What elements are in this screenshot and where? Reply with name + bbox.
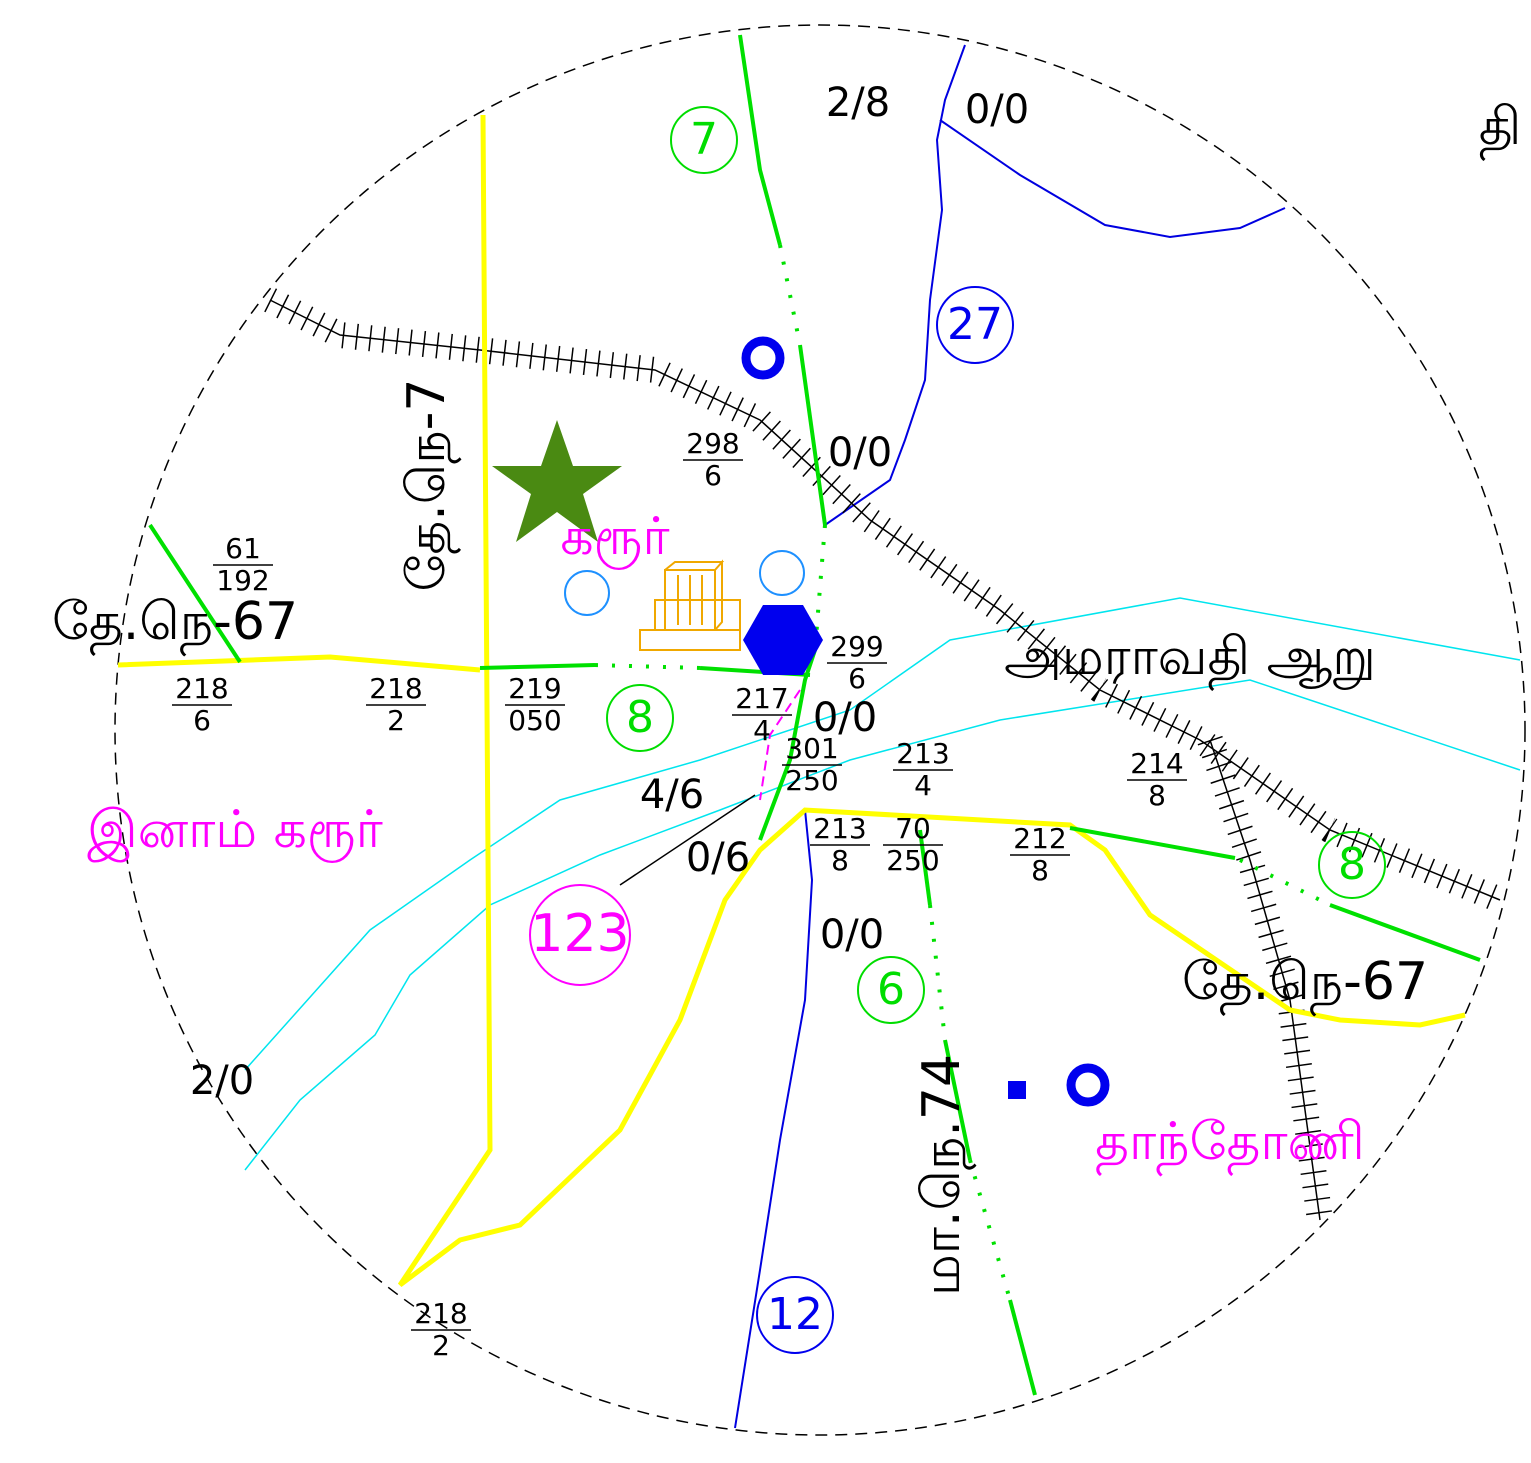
- route-number: 8: [626, 692, 654, 743]
- fraction-bottom: 6: [848, 662, 866, 695]
- route-number: 12: [767, 1289, 823, 1340]
- distance-label: 0/0: [828, 430, 892, 476]
- route-number: 7: [690, 114, 718, 165]
- distance-label: 0/0: [965, 87, 1029, 133]
- fraction-top: 301: [785, 732, 838, 765]
- distance-label: 0/0: [813, 695, 877, 741]
- route-marker: [1318, 831, 1386, 899]
- fraction-top: 219: [508, 672, 561, 705]
- fraction-bottom: 250: [886, 844, 939, 877]
- fraction-bottom: 250: [785, 764, 838, 797]
- fraction-bottom: 050: [508, 704, 561, 737]
- route-marker: [857, 956, 925, 1024]
- fraction-bottom: 8: [831, 844, 849, 877]
- fraction-bottom: 2: [387, 704, 405, 737]
- fraction-top: 213: [896, 737, 949, 770]
- fraction-top: 217: [735, 682, 788, 715]
- fraction-top: 298: [686, 427, 739, 460]
- fraction-top: 218: [369, 672, 422, 705]
- fraction-bottom: 6: [704, 459, 722, 492]
- fraction-top: 218: [414, 1297, 467, 1330]
- route-marker: [936, 286, 1014, 364]
- route-number: 6: [877, 964, 905, 1015]
- railway: [264, 288, 1505, 1222]
- distance-label: 2/8: [826, 80, 890, 126]
- fraction-bottom: 8: [1031, 854, 1049, 887]
- distance-label: 0/6: [686, 835, 750, 881]
- boundary: [114, 24, 1526, 1436]
- distance-label: 0/0: [820, 912, 884, 958]
- symbols: [492, 336, 1110, 1107]
- road-label: தே.நெ-7: [397, 378, 461, 591]
- route-number: 8: [1338, 839, 1366, 890]
- fraction-bottom: 4: [914, 769, 932, 802]
- distance-label: 4/6: [640, 772, 704, 818]
- distance-label: 2/0: [190, 1058, 254, 1104]
- fraction-top: 212: [1013, 822, 1066, 855]
- fraction-bottom: 192: [216, 564, 269, 597]
- route-marker: [670, 106, 738, 174]
- fraction-bottom: 2: [432, 1329, 450, 1362]
- place-name: கரூர்: [560, 507, 669, 570]
- fraction-top: 214: [1130, 747, 1183, 780]
- route-number: 123: [530, 904, 629, 964]
- fraction-top: 218: [175, 672, 228, 705]
- river-label: அமராவதி ஆறு: [1004, 627, 1376, 691]
- route-number: 27: [947, 299, 1003, 350]
- roads: [117, 34, 1481, 1396]
- route-marker: [756, 1276, 834, 1354]
- road-label: மா.நெ.74: [912, 1054, 976, 1296]
- road-label: தே.நெ-67: [52, 592, 298, 656]
- fraction-top: 70: [895, 812, 931, 845]
- place-name: இனாம் கரூர்: [87, 800, 383, 863]
- fraction-bottom: 4: [753, 714, 771, 747]
- fraction-top: 299: [830, 630, 883, 663]
- fraction-top: 61: [225, 532, 261, 565]
- place-name: தாந்தோணி: [1095, 1112, 1365, 1176]
- route-marker: [529, 884, 631, 986]
- fraction-top: 213: [813, 812, 866, 845]
- waterways: [244, 44, 1521, 1429]
- road-label: தே.நெ-67: [1182, 952, 1428, 1016]
- fraction-bottom: 8: [1148, 779, 1166, 812]
- edge-label: தி: [1479, 97, 1522, 161]
- route-marker: [606, 684, 674, 752]
- fraction-bottom: 6: [193, 704, 211, 737]
